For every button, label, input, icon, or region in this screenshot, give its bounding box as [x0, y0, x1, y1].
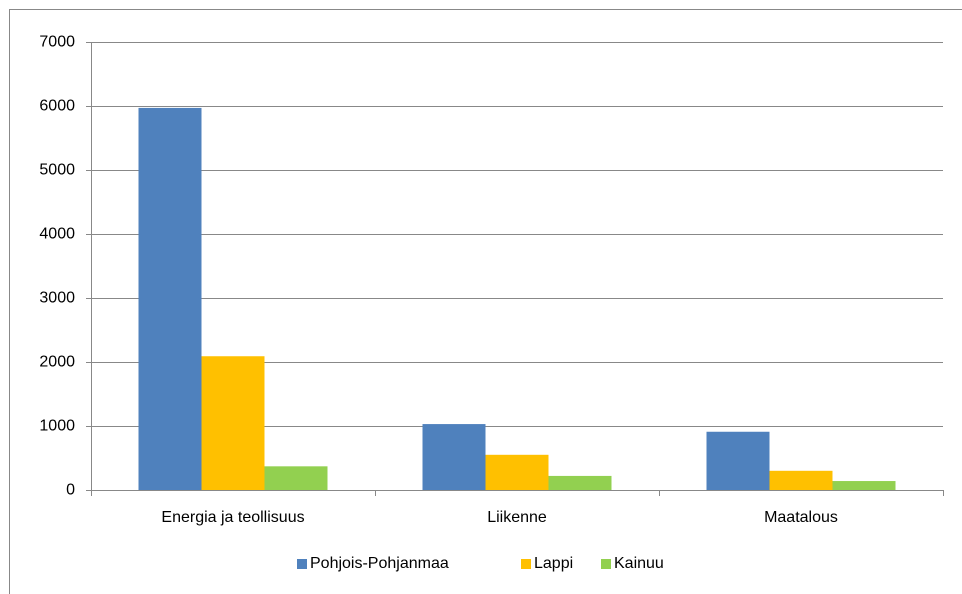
bar: [264, 466, 328, 490]
bar: [706, 431, 770, 490]
bar: [548, 475, 612, 490]
legend-label: Pohjois-Pohjanmaa: [310, 555, 449, 572]
y-tick-label: 7000: [39, 34, 75, 51]
y-tick-label: 4000: [39, 226, 75, 243]
legend-swatch: [521, 559, 531, 569]
bar: [422, 424, 486, 490]
y-tick-label: 5000: [39, 162, 75, 179]
x-tick-label: Energia ja teollisuus: [161, 509, 304, 526]
legend-swatch: [297, 559, 307, 569]
y-tick-label: 2000: [39, 354, 75, 371]
legend-label: Kainuu: [614, 555, 664, 572]
bar: [485, 454, 549, 490]
legend-swatch: [601, 559, 611, 569]
y-tick-label: 0: [66, 482, 75, 499]
bar: [201, 356, 265, 490]
bar: [138, 107, 202, 491]
y-tick-label: 3000: [39, 290, 75, 307]
y-tick-label: 6000: [39, 98, 75, 115]
legend-label: Lappi: [534, 555, 573, 572]
x-tick-label: Maatalous: [764, 509, 838, 526]
x-tick-label: Liikenne: [487, 509, 547, 526]
bar: [832, 481, 896, 490]
bar: [769, 470, 833, 490]
y-tick-label: 1000: [39, 418, 75, 435]
